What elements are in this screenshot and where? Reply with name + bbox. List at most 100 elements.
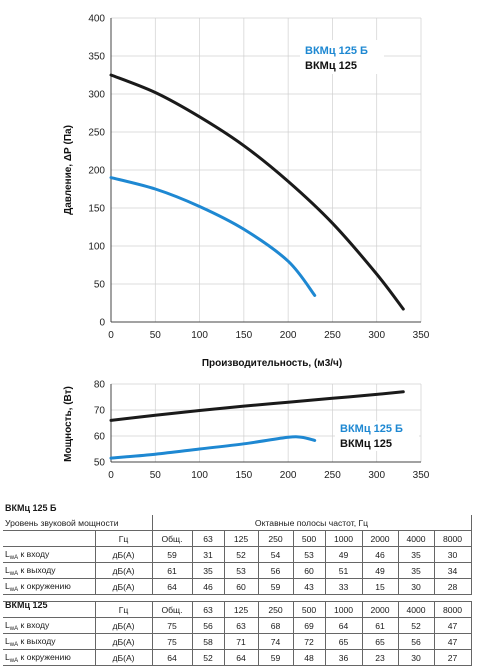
table2-col-2: 125 (223, 601, 259, 618)
table1-col-blank (3, 530, 96, 547)
top-series-line-1 (109, 73, 405, 311)
bot-x-tick-4: 200 (280, 470, 297, 481)
top-y-tick-8: 400 (88, 14, 105, 25)
bot-y-tick-2: 70 (94, 406, 106, 417)
bot-y-tick-0: 50 (94, 458, 106, 469)
table-cell: 35 (397, 562, 435, 579)
table2-col-8: 8000 (433, 601, 472, 618)
table-cell: 75 (151, 617, 193, 634)
table-cell: 47 (433, 633, 472, 650)
sound-table-1: Уровень звуковой мощности Октавные полос… (3, 515, 472, 595)
bot-y-tick-3: 80 (94, 380, 106, 391)
table-cell: 15 (361, 578, 399, 595)
table-cell: 60 (223, 578, 259, 595)
table1-col-7: 4000 (397, 530, 435, 547)
top-y-tick-7: 350 (88, 52, 105, 63)
table-cell: 56 (397, 633, 435, 650)
bot-x-tick-3: 150 (236, 470, 253, 481)
table-cell: 56 (257, 562, 294, 579)
table-cell: 34 (433, 562, 472, 579)
table-row: LwA к входу дБ(А) 59 31 52 54 53 49 46 35 30 (3, 546, 472, 563)
table-cell: 52 (191, 649, 225, 666)
table-cell: 69 (292, 617, 326, 634)
table-cell: 31 (191, 546, 225, 563)
table-cell: 63 (223, 617, 259, 634)
table2-col-6: 2000 (361, 601, 399, 618)
table-cell: 28 (433, 578, 472, 595)
top-x-tick-2: 100 (191, 330, 208, 341)
top-y-tick-1: 50 (94, 280, 106, 291)
table-cell: 49 (361, 562, 399, 579)
table-cell: 30 (433, 546, 472, 563)
table1-col-5: 1000 (324, 530, 363, 547)
row-unit: дБ(А) (94, 633, 153, 650)
top-x-tick-7: 350 (413, 330, 430, 341)
table2-col-blank (3, 601, 96, 618)
table-cell: 47 (433, 617, 472, 634)
table-row: LwA к окружению дБ(А) 64 52 64 59 48 36 23 30 27 (3, 649, 472, 666)
table-cell: 30 (397, 649, 435, 666)
table-cell: 64 (151, 649, 193, 666)
bot-x-tick-2: 100 (191, 470, 208, 481)
table-cell: 59 (151, 546, 193, 563)
table-cell: 65 (324, 633, 363, 650)
row-unit: дБ(А) (94, 649, 153, 666)
row-label: LwA к окружению (3, 578, 96, 595)
row-label: LwA к входу (3, 617, 96, 634)
table-cell: 72 (292, 633, 326, 650)
table1-header-right: Октавные полосы частот, Гц (151, 515, 472, 531)
table-row: LwA к окружению дБ(А) 64 46 60 59 43 33 15 30 28 (3, 578, 472, 595)
table-cell: 53 (292, 546, 326, 563)
table2-col-7: 4000 (397, 601, 435, 618)
row-label: LwA к выходу (3, 633, 96, 650)
top-x-tick-3: 150 (236, 330, 253, 341)
pressure-x-axis-label: Производительность, (м3/ч) (202, 358, 342, 369)
table-cell: 43 (292, 578, 326, 595)
table1-col-0: Общ. (151, 530, 193, 547)
table-cell: 51 (324, 562, 363, 579)
table-cell: 52 (223, 546, 259, 563)
table-cell: 54 (257, 546, 294, 563)
table-row: LwA к выходу дБ(А) 75 58 71 74 72 65 65 56 47 (3, 633, 472, 650)
table-cell: 65 (361, 633, 399, 650)
bot-x-tick-1: 50 (150, 470, 162, 481)
table2-col-1: 63 (191, 601, 225, 618)
top-y-tick-2: 100 (88, 242, 105, 253)
bot-x-tick-5: 250 (324, 470, 341, 481)
table1-col-8: 8000 (433, 530, 472, 547)
pressure-legend-item: ВКМц 125 (305, 60, 357, 72)
pressure-chart: 0 50 100 150 200 250 300 350 400 0 50 100 150 200 250… (63, 14, 430, 370)
bot-x-tick-6: 300 (368, 470, 385, 481)
top-x-tick-6: 300 (368, 330, 385, 341)
table1-col-1: 63 (191, 530, 225, 547)
table-cell: 68 (257, 617, 294, 634)
pressure-y-axis-label: Давление, ΔР (Па) (63, 125, 74, 215)
pressure-legend-box (300, 40, 384, 74)
table-cell: 46 (191, 578, 225, 595)
power-legend-item: ВКМц 125 (340, 438, 392, 450)
table1-col-6: 2000 (361, 530, 399, 547)
row-unit: дБ(А) (94, 546, 153, 563)
row-label: LwA к окружению (3, 649, 96, 666)
pressure-legend-item-b: ВКМц 125 Б (305, 45, 368, 57)
top-series-line-0 (109, 176, 317, 297)
table1-col-3: 250 (257, 530, 294, 547)
table-cell: 35 (397, 546, 435, 563)
top-y-tick-3: 150 (88, 204, 105, 215)
table-row: LwA к входу дБ(А) 75 56 63 68 69 64 61 52 47 (3, 617, 472, 634)
table-cell: 53 (223, 562, 259, 579)
table2-col-3: 250 (257, 601, 294, 618)
table-cell: 59 (257, 578, 294, 595)
table-cell: 64 (324, 617, 363, 634)
row-label: LwA к входу (3, 546, 96, 563)
top-x-tick-0: 0 (108, 330, 114, 341)
table2-col-0: Общ. (151, 601, 193, 618)
table2-col-4: 500 (292, 601, 326, 618)
bot-y-tick-1: 60 (94, 432, 106, 443)
bot-series-line-1 (109, 390, 405, 422)
table-cell: 56 (191, 617, 225, 634)
sound-table-2: Гц Общ. 63 125 250 500 1000 2000 4000 8000 LwA к … (3, 601, 472, 666)
table-cell: 30 (397, 578, 435, 595)
power-legend-item-b: ВКМц 125 Б (340, 423, 403, 435)
